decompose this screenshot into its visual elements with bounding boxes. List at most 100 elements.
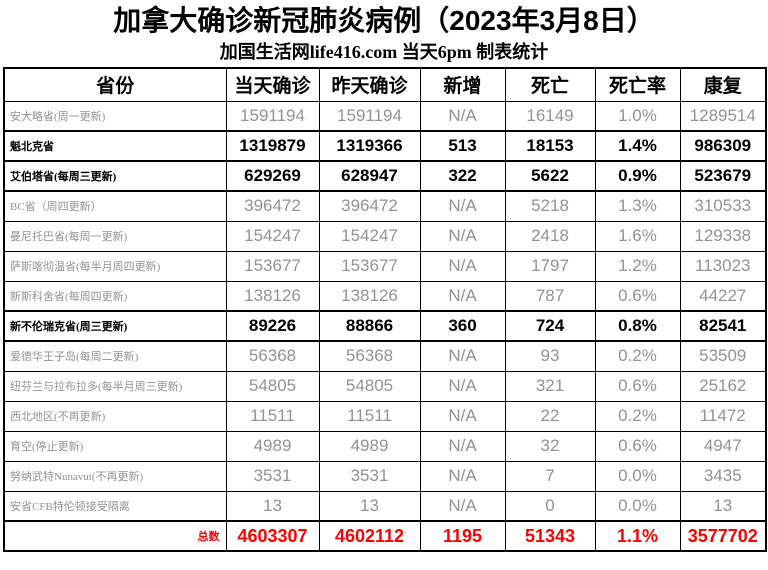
table-row: 努纳武特Nunavut(不再更新) 3531 3531 N/A 7 0.0% 3… xyxy=(3,460,767,492)
deaths-cell: 7 xyxy=(504,460,596,492)
table-row: 纽芬兰与拉布拉多(每半月周三更新) 54805 54805 N/A 321 0.… xyxy=(3,370,767,402)
new-cases-cell: N/A xyxy=(419,190,506,222)
death-rate-cell: 1.6% xyxy=(594,220,681,252)
death-rate-cell: 1.4% xyxy=(594,130,681,162)
recovered-cell: 129338 xyxy=(679,220,767,252)
yesterday-confirmed-cell: 396472 xyxy=(318,190,421,222)
deaths-cell: 22 xyxy=(504,400,596,432)
today-confirmed-cell: 89226 xyxy=(225,310,320,342)
recovered-cell: 13 xyxy=(679,490,767,522)
yesterday-confirmed-cell: 4989 xyxy=(318,430,421,462)
yesterday-confirmed-cell: 54805 xyxy=(318,370,421,402)
yesterday-confirmed-cell: 1591194 xyxy=(318,100,421,132)
new-cases-cell: N/A xyxy=(419,460,506,492)
death-rate-cell: 0.0% xyxy=(594,490,681,522)
today-confirmed-cell: 3531 xyxy=(225,460,320,492)
death-rate-cell: 1.3% xyxy=(594,190,681,222)
table-row: 安省CFB特伦顿接受隔离 13 13 N/A 0 0.0% 13 xyxy=(3,490,767,522)
deaths-cell: 2418 xyxy=(504,220,596,252)
yesterday-confirmed-cell: 4602112 xyxy=(318,520,421,552)
recovered-cell: 113023 xyxy=(679,250,767,282)
province-cell: 努纳武特Nunavut(不再更新) xyxy=(3,460,227,492)
recovered-cell: 310533 xyxy=(679,190,767,222)
deaths-cell: 321 xyxy=(504,370,596,402)
new-cases-cell: 513 xyxy=(419,130,506,162)
table-row: 新不伦瑞克省(周三更新) 89226 88866 360 724 0.8% 82… xyxy=(3,310,767,342)
recovered-cell: 4947 xyxy=(679,430,767,462)
death-rate-cell: 0.2% xyxy=(594,340,681,372)
table-row: 曼尼托巴省(每周一更新) 154247 154247 N/A 2418 1.6%… xyxy=(3,220,767,252)
province-cell: 安省CFB特伦顿接受隔离 xyxy=(3,490,227,522)
table-body: 安大略省(周一更新) 1591194 1591194 N/A 16149 1.0… xyxy=(3,100,767,552)
yesterday-confirmed-cell: 1319366 xyxy=(318,130,421,162)
new-cases-cell: 360 xyxy=(419,310,506,342)
province-cell: 西北地区(不再更新) xyxy=(3,400,227,432)
new-cases-cell: N/A xyxy=(419,340,506,372)
province-cell: BC省（周四更新） xyxy=(3,190,227,222)
yesterday-confirmed-cell: 154247 xyxy=(318,220,421,252)
yesterday-confirmed-cell: 56368 xyxy=(318,340,421,372)
recovered-cell: 1289514 xyxy=(679,100,767,132)
yesterday-confirmed-cell: 153677 xyxy=(318,250,421,282)
today-confirmed-cell: 4989 xyxy=(225,430,320,462)
province-cell: 育空(停止更新) xyxy=(3,430,227,462)
table-row: 安大略省(周一更新) 1591194 1591194 N/A 16149 1.0… xyxy=(3,100,767,132)
today-confirmed-cell: 1591194 xyxy=(225,100,320,132)
deaths-cell: 5622 xyxy=(504,160,596,192)
province-cell: 纽芬兰与拉布拉多(每半月周三更新) xyxy=(3,370,227,402)
table-row: 爱德华王子岛(每周二更新) 56368 56368 N/A 93 0.2% 53… xyxy=(3,340,767,372)
column-header: 昨天确诊 xyxy=(318,67,421,102)
page-subtitle: 加国生活网life416.com 当天6pm 制表统计 xyxy=(219,42,549,62)
yesterday-confirmed-cell: 11511 xyxy=(318,400,421,432)
column-header: 当天确诊 xyxy=(225,67,320,102)
column-header: 康复 xyxy=(679,67,767,102)
death-rate-cell: 1.1% xyxy=(594,520,681,552)
new-cases-cell: N/A xyxy=(419,430,506,462)
deaths-cell: 16149 xyxy=(504,100,596,132)
today-confirmed-cell: 629269 xyxy=(225,160,320,192)
today-confirmed-cell: 4603307 xyxy=(225,520,320,552)
table-row: BC省（周四更新） 396472 396472 N/A 5218 1.3% 31… xyxy=(3,190,767,222)
total-row: 总数 4603307 4602112 1195 51343 1.1% 35777… xyxy=(3,520,767,552)
province-cell: 艾伯塔省(每周三更新) xyxy=(3,160,227,192)
column-header: 新增 xyxy=(419,67,506,102)
covid-cases-table: 省份 当天确诊 昨天确诊 新增 死亡 死亡率 康复 安大略省(周一更新) 1591194 1… xyxy=(3,67,767,552)
today-confirmed-cell: 56368 xyxy=(225,340,320,372)
new-cases-cell: N/A xyxy=(419,370,506,402)
deaths-cell: 0 xyxy=(504,490,596,522)
deaths-cell: 32 xyxy=(504,430,596,462)
death-rate-cell: 0.6% xyxy=(594,430,681,462)
deaths-cell: 1797 xyxy=(504,250,596,282)
recovered-cell: 986309 xyxy=(679,130,767,162)
recovered-cell: 25162 xyxy=(679,370,767,402)
province-cell: 爱德华王子岛(每周二更新) xyxy=(3,340,227,372)
recovered-cell: 53509 xyxy=(679,340,767,372)
new-cases-cell: N/A xyxy=(419,220,506,252)
header-row: 省份 当天确诊 昨天确诊 新增 死亡 死亡率 康复 xyxy=(3,67,767,102)
column-header: 死亡率 xyxy=(594,67,681,102)
table-row: 艾伯塔省(每周三更新) 629269 628947 322 5622 0.9% … xyxy=(3,160,767,192)
table-row: 育空(停止更新) 4989 4989 N/A 32 0.6% 4947 xyxy=(3,430,767,462)
new-cases-cell: N/A xyxy=(419,400,506,432)
death-rate-cell: 0.0% xyxy=(594,460,681,492)
table-row: 西北地区(不再更新) 11511 11511 N/A 22 0.2% 11472 xyxy=(3,400,767,432)
recovered-cell: 523679 xyxy=(679,160,767,192)
recovered-cell: 82541 xyxy=(679,310,767,342)
province-cell: 魁北克省 xyxy=(3,130,227,162)
page-title: 加拿大确诊新冠肺炎病例（2023年3月8日） xyxy=(113,5,655,36)
yesterday-confirmed-cell: 3531 xyxy=(318,460,421,492)
new-cases-cell: N/A xyxy=(419,100,506,132)
new-cases-cell: N/A xyxy=(419,490,506,522)
death-rate-cell: 0.2% xyxy=(594,400,681,432)
recovered-cell: 3435 xyxy=(679,460,767,492)
today-confirmed-cell: 396472 xyxy=(225,190,320,222)
recovered-cell: 3577702 xyxy=(679,520,767,552)
yesterday-confirmed-cell: 628947 xyxy=(318,160,421,192)
new-cases-cell: N/A xyxy=(419,280,506,312)
death-rate-cell: 0.8% xyxy=(594,310,681,342)
table-row: 新斯科舍省(每周四更新) 138126 138126 N/A 787 0.6% … xyxy=(3,280,767,312)
death-rate-cell: 0.6% xyxy=(594,370,681,402)
column-header: 省份 xyxy=(3,67,227,102)
today-confirmed-cell: 154247 xyxy=(225,220,320,252)
